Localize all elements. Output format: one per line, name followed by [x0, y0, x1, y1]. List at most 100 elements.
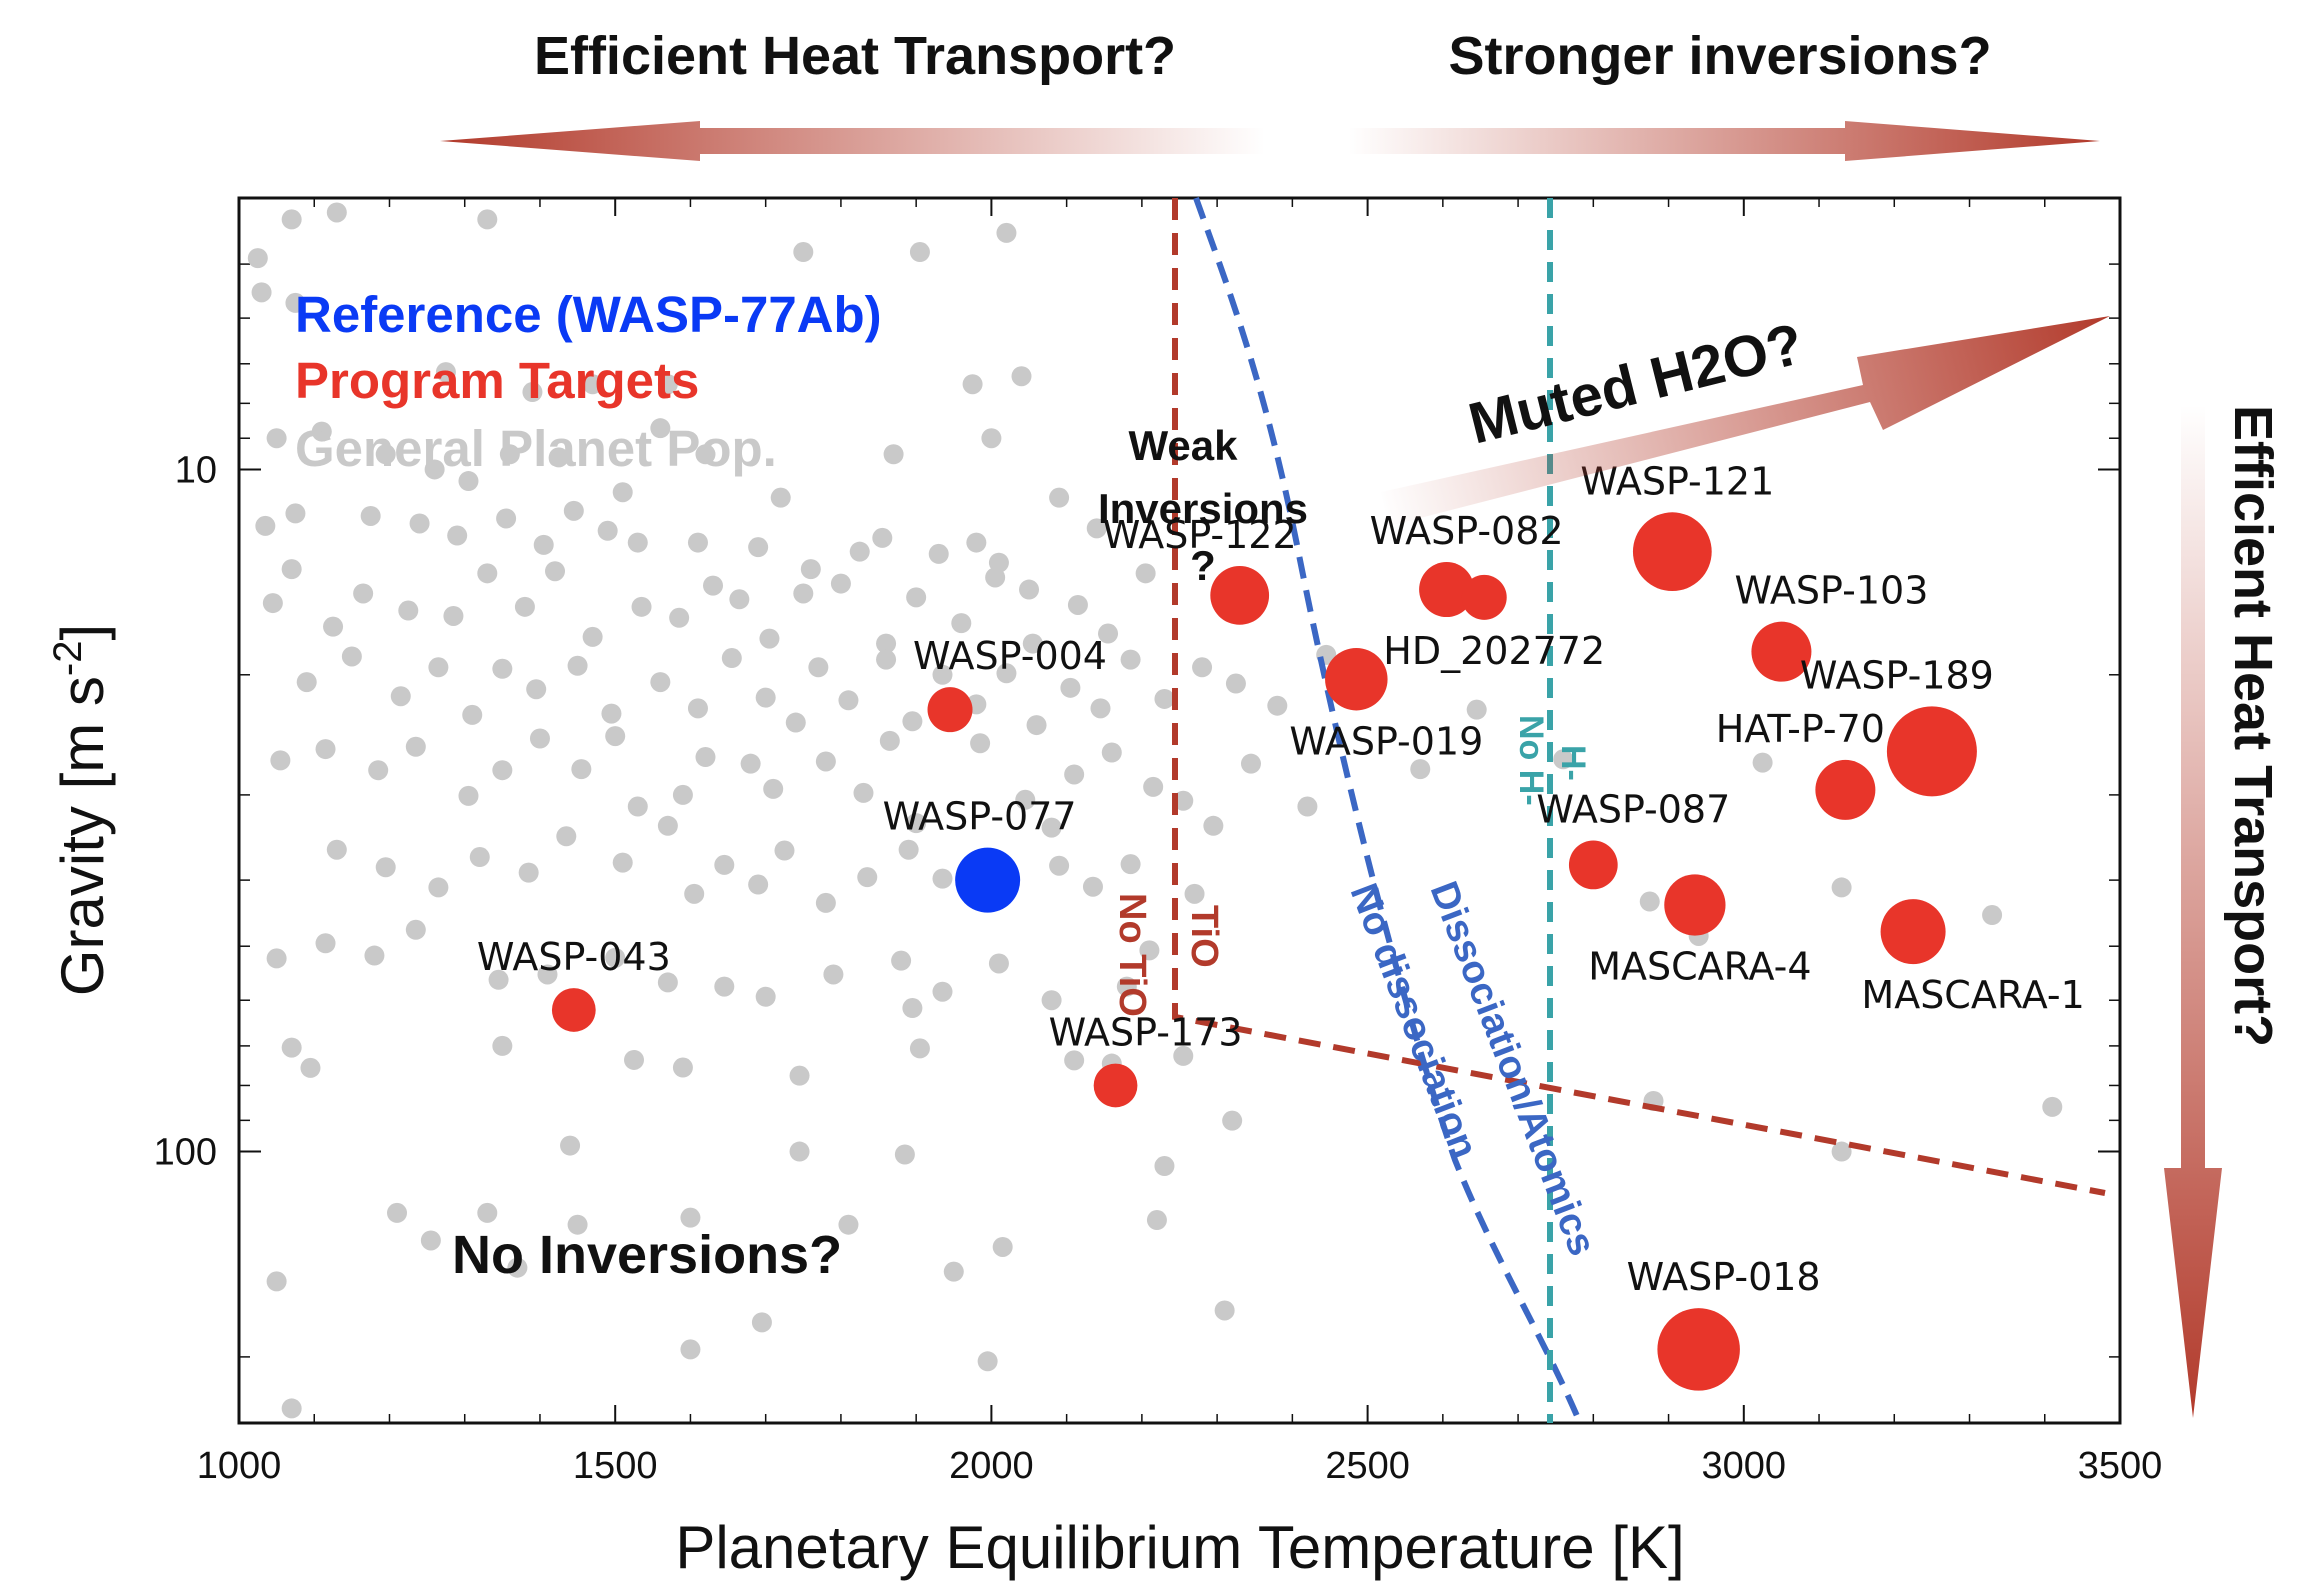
population-point: [1139, 940, 1160, 961]
legend-reference: Reference (WASP-77Ab): [295, 286, 882, 343]
population-point: [815, 892, 836, 913]
population-point: [966, 532, 987, 553]
population-point: [672, 784, 693, 805]
population-point: [1090, 698, 1111, 719]
population-point: [556, 826, 577, 847]
population-point: [428, 657, 449, 678]
x-tick-label: 1500: [573, 1445, 658, 1487]
weak-inversions-line3: ?: [1190, 542, 1216, 589]
planet-label: WASP-019: [1289, 719, 1483, 763]
population-point: [755, 986, 776, 1007]
population-point: [300, 1057, 321, 1078]
population-point: [1240, 753, 1261, 774]
population-point: [507, 1257, 528, 1278]
muted-h2o-label: Muted H2O?: [1462, 311, 1809, 457]
population-point: [1041, 990, 1062, 1011]
population-point: [605, 726, 626, 747]
population-point: [650, 418, 671, 439]
population-point: [522, 382, 543, 403]
population-point: [409, 513, 430, 534]
population-point: [281, 209, 302, 230]
population-point: [1154, 688, 1175, 709]
population-point: [375, 857, 396, 878]
population-point: [266, 1271, 287, 1292]
planet-label: WASP-077: [883, 795, 1077, 839]
population-point: [492, 760, 513, 781]
population-point: [601, 703, 622, 724]
population-point: [996, 663, 1017, 684]
population-point: [970, 733, 991, 754]
no-tio-label: No TiO: [1111, 893, 1153, 1017]
program-targets: WASP-043 WASP-004 WASP-173 WASP-122 WASP-019…: [477, 459, 2085, 1391]
population-point: [387, 1202, 408, 1223]
y-axis-title: Gravity [m s-2]: [46, 624, 116, 996]
population-point: [1086, 518, 1107, 539]
population-point: [1049, 855, 1070, 876]
population-point: [315, 933, 336, 954]
population-point: [721, 648, 742, 669]
population-point: [1098, 623, 1119, 644]
population-point: [909, 242, 930, 263]
population-point: [499, 444, 520, 465]
planet-label: WASP-018: [1627, 1255, 1821, 1299]
population-point: [537, 964, 558, 985]
population-point: [763, 778, 784, 799]
population-point: [932, 664, 953, 685]
population-point: [800, 559, 821, 580]
svg-text:Gravity [m s-2]: Gravity [m s-2]: [46, 624, 116, 996]
population-point: [251, 282, 272, 303]
plot-frame: [237, 196, 2122, 1425]
population-point: [932, 868, 953, 889]
population-point: [876, 633, 897, 654]
h-minus-label: H-: [1554, 745, 1592, 781]
population-point: [424, 459, 445, 480]
weak-inversions-line1: Weak: [1129, 422, 1239, 469]
population-point: [631, 596, 652, 617]
population-point: [582, 374, 603, 395]
population-point: [928, 543, 949, 564]
population-point: [247, 248, 268, 269]
population-point: [341, 646, 362, 667]
population-point: [1064, 764, 1085, 785]
population-point: [687, 532, 708, 553]
population-point: [545, 561, 566, 582]
muted-h2o-arrow: [1381, 316, 2110, 526]
population-point: [266, 428, 287, 449]
population-point: [296, 672, 317, 693]
population-point: [1154, 1156, 1175, 1177]
population-point: [932, 981, 953, 1002]
population-point: [988, 953, 1009, 974]
population-point: [789, 1065, 810, 1086]
population-point: [353, 583, 374, 604]
population-point: [748, 874, 769, 895]
population-point: [774, 840, 795, 861]
axis-ticks: 1000 1500 2000 2500 3000 3500 10 100: [154, 198, 2162, 1487]
population-point: [740, 753, 761, 774]
population-point: [1120, 649, 1141, 670]
planet-mascara-4: [1664, 874, 1726, 936]
population-point: [1146, 1210, 1167, 1231]
population-point: [1135, 563, 1156, 584]
population-point: [793, 583, 814, 604]
population-point: [529, 728, 550, 749]
population-point: [567, 655, 588, 676]
population-point: [1011, 366, 1032, 387]
population-point: [281, 1398, 302, 1419]
population-point: [992, 1236, 1013, 1257]
population-point: [514, 596, 535, 617]
population-point: [571, 759, 592, 780]
population-point: [1120, 854, 1141, 875]
population-point: [1214, 1300, 1235, 1321]
population-point: [996, 222, 1017, 243]
legend-population: General Planet Pop.: [295, 420, 777, 477]
population-point: [894, 1144, 915, 1165]
population-point: [857, 867, 878, 888]
population-point: [902, 998, 923, 1019]
population-point: [657, 972, 678, 993]
planet-wasp-082: [1419, 562, 1475, 618]
population-point: [1173, 790, 1194, 811]
planet-wasp-087: [1568, 840, 1618, 890]
planet-hd_202772: [1461, 574, 1507, 620]
planet-wasp-173: [1093, 1063, 1138, 1108]
planet-wasp-121: [1632, 512, 1712, 592]
